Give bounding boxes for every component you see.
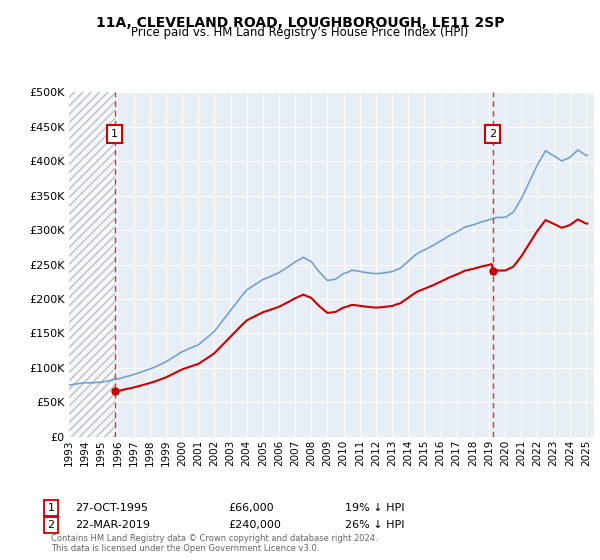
Text: 11A, CLEVELAND ROAD, LOUGHBOROUGH, LE11 2SP: 11A, CLEVELAND ROAD, LOUGHBOROUGH, LE11 …: [96, 16, 504, 30]
Text: £66,000: £66,000: [228, 503, 274, 513]
Text: 1: 1: [111, 129, 118, 139]
Text: 2: 2: [489, 129, 496, 139]
Text: 22-MAR-2019: 22-MAR-2019: [75, 520, 150, 530]
Text: 2: 2: [47, 520, 55, 530]
Text: Price paid vs. HM Land Registry’s House Price Index (HPI): Price paid vs. HM Land Registry’s House …: [131, 26, 469, 39]
Bar: [69, 92, 115, 437]
Text: 26% ↓ HPI: 26% ↓ HPI: [345, 520, 404, 530]
Text: 19% ↓ HPI: 19% ↓ HPI: [345, 503, 404, 513]
Text: 27-OCT-1995: 27-OCT-1995: [75, 503, 148, 513]
Text: 1: 1: [47, 503, 55, 513]
Text: Contains HM Land Registry data © Crown copyright and database right 2024.
This d: Contains HM Land Registry data © Crown c…: [51, 534, 377, 553]
Text: £240,000: £240,000: [228, 520, 281, 530]
